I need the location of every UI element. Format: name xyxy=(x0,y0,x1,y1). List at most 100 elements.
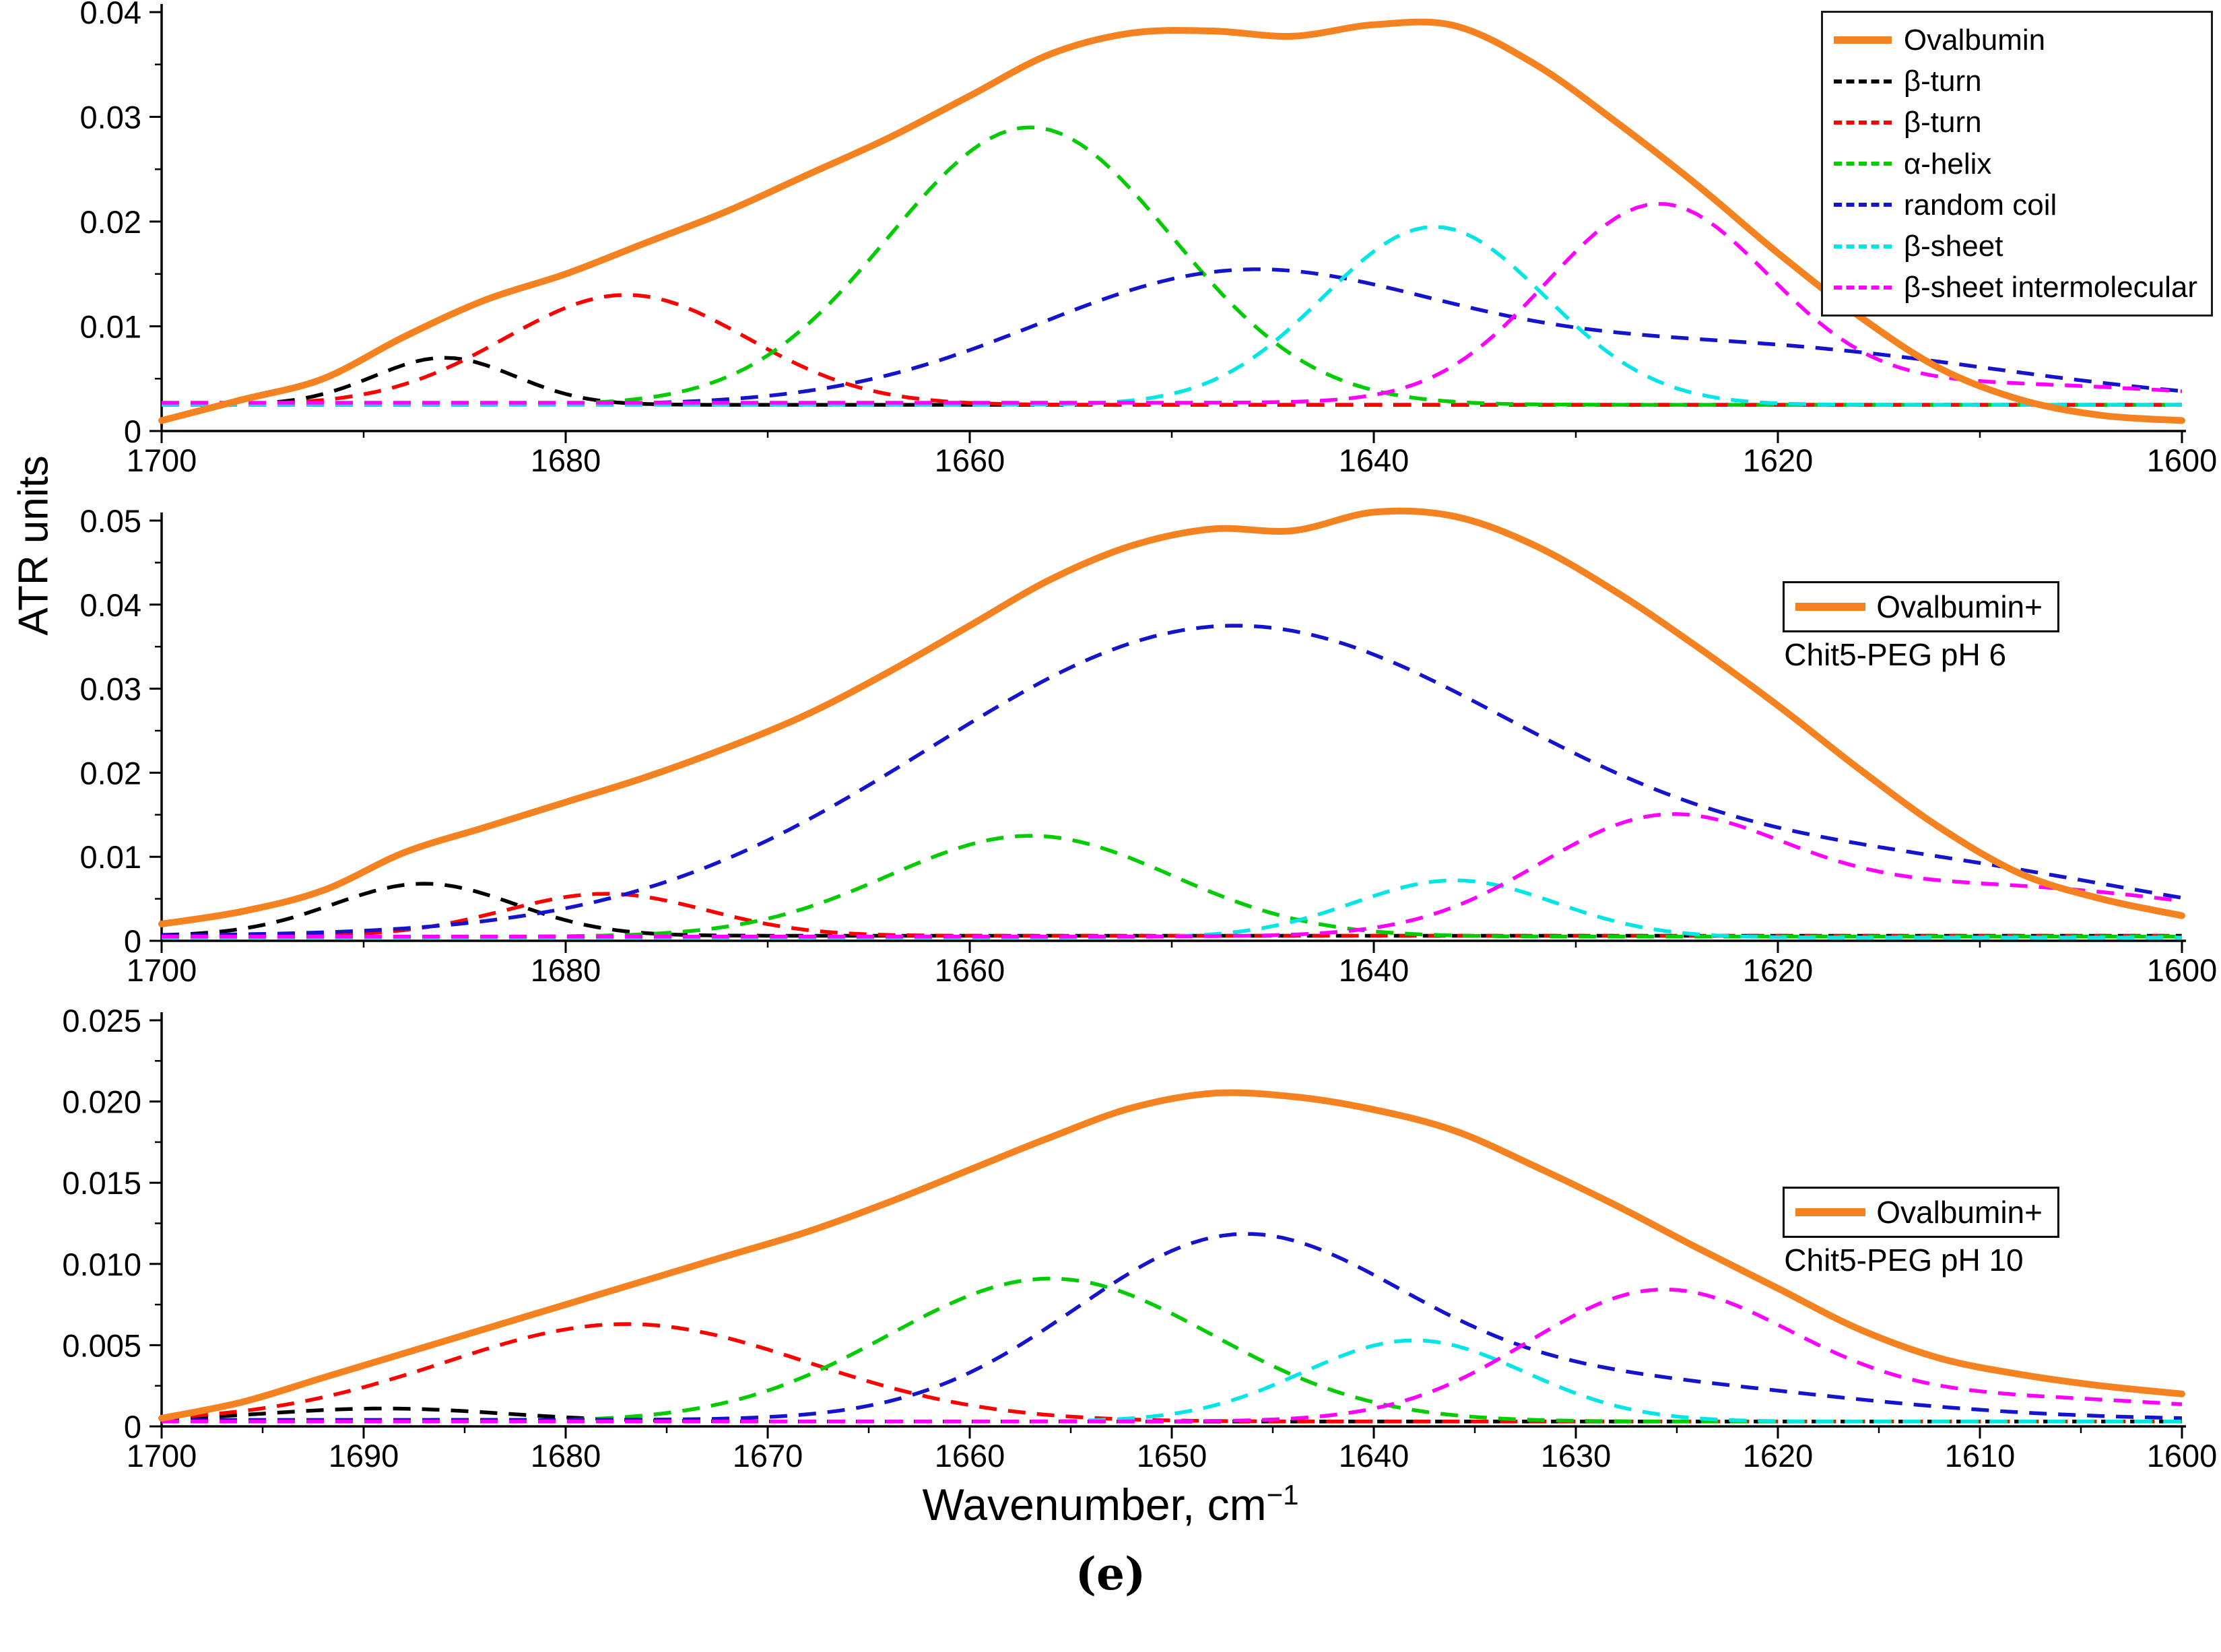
curve-α-helix xyxy=(162,1276,2182,1424)
x-tick-label: 1640 xyxy=(1339,442,1410,478)
y-tick-label: 0 xyxy=(124,1409,141,1445)
x-tick-label: 1600 xyxy=(2147,952,2218,988)
legend-item: random coil xyxy=(1833,186,2197,224)
legend-ph6-line-label: Ovalbumin+ xyxy=(1876,589,2043,624)
curve-β-turn xyxy=(161,882,2182,938)
x-axis-label: Wavenumber, cm−1 xyxy=(0,1479,2221,1530)
y-tick-label: 0.03 xyxy=(80,100,141,135)
x-tick-label: 1680 xyxy=(531,952,601,988)
legend-label: β-turn xyxy=(1903,106,1982,139)
x-tick-label: 1700 xyxy=(127,952,197,988)
x-tick-label: 1600 xyxy=(2147,442,2218,478)
x-tick-label: 1660 xyxy=(935,442,1005,478)
legend-item: Ovalbumin xyxy=(1833,21,2197,59)
panel-chit5-peg-ph10: 0 0.005 0.010 0.015 0.020 0.025 1700 1690 1680 16… xyxy=(0,1003,2221,1488)
y-tick-label: 0.02 xyxy=(80,755,141,791)
y-tick-label: 0.025 xyxy=(62,1003,141,1038)
solid-line-swatch xyxy=(1833,36,1892,44)
x-tick-label: 1660 xyxy=(935,952,1005,988)
x-tick-label: 1690 xyxy=(329,1438,399,1474)
legend-ph6-sub-label: Chit5-PEG pH 6 xyxy=(1784,637,2007,672)
x-tick-label: 1620 xyxy=(1743,952,1814,988)
x-tick-label: 1660 xyxy=(935,1438,1005,1474)
curve-β-sheet xyxy=(162,878,2182,939)
legend-ovalbumin: Ovalbumin β-turn β-turn α-helix random coil β… xyxy=(1820,11,2213,317)
legend-item: β-sheet xyxy=(1833,227,2197,265)
chart-svg-ovalbumin: 0 0.01 0.02 0.03 0.04 1700 1680 1660 1640 1620 160… xyxy=(80,0,2218,478)
ovalbumin-line-swatch xyxy=(1795,1208,1866,1216)
x-tick-label: 1700 xyxy=(127,1438,197,1474)
y-tick-label: 0.020 xyxy=(62,1084,141,1120)
y-axis-label: ATR units xyxy=(10,455,58,636)
legend-ph10-line-label: Ovalbumin+ xyxy=(1876,1195,2043,1230)
y-tick-label: 0.03 xyxy=(80,671,141,707)
curve-α-helix xyxy=(162,834,2182,939)
panel-chit5-peg-ph6: 0 0.01 0.02 0.03 0.04 0.05 1700 1680 1660 1640 162… xyxy=(0,502,2221,1003)
y-tick-label: 0.005 xyxy=(62,1327,141,1363)
x-tick-label: 1620 xyxy=(1743,1438,1814,1474)
curve-random coil xyxy=(162,1232,2183,1422)
figure-caption: (e) xyxy=(1075,1548,1146,1600)
curve-α-helix xyxy=(162,125,2182,407)
chart-svg-ph6: 0 0.01 0.02 0.03 0.04 0.05 1700 1680 1660 1640 162… xyxy=(80,503,2218,988)
x-tick-label: 1680 xyxy=(531,1438,601,1474)
x-tick-label: 1610 xyxy=(1945,1438,2016,1474)
y-tick-label: 0.01 xyxy=(80,309,141,345)
dashed-line-swatch xyxy=(1833,79,1892,84)
x-tick-label: 1620 xyxy=(1743,442,1814,478)
legend-label: random coil xyxy=(1903,188,2057,222)
legend-label: α-helix xyxy=(1903,147,1992,180)
ovalbumin-line-swatch xyxy=(1795,603,1866,611)
x-tick-label: 1600 xyxy=(2147,1438,2218,1474)
x-axis-label-exponent: −1 xyxy=(1266,1479,1299,1511)
y-tick-label: 0 xyxy=(124,923,141,959)
legend-ph6: Ovalbumin+ Chit5-PEG pH 6 xyxy=(1783,581,2059,673)
dashed-line-swatch xyxy=(1833,244,1892,249)
legend-ph10-sub-label: Chit5-PEG pH 10 xyxy=(1784,1243,2024,1278)
legend-label: β-turn xyxy=(1903,65,1982,98)
chart-svg-ph10: 0 0.005 0.010 0.015 0.020 0.025 1700 1690 1680 16… xyxy=(62,1003,2218,1474)
y-tick-label: 0.015 xyxy=(62,1165,141,1201)
curve-random coil xyxy=(162,267,2183,407)
x-tick-label: 1650 xyxy=(1137,1438,1207,1474)
x-tick-label: 1640 xyxy=(1339,1438,1410,1474)
dashed-line-swatch xyxy=(1833,120,1892,125)
y-tick-label: 0.04 xyxy=(80,587,141,623)
curve-β-sheet intermolecular xyxy=(162,1287,2183,1424)
legend-item: β-turn xyxy=(1833,62,2197,100)
curve-Ovalbumin xyxy=(158,507,2185,927)
y-tick-label: 0.04 xyxy=(80,0,141,30)
x-tick-label: 1630 xyxy=(1541,1438,1612,1474)
x-axis-label-text: Wavenumber, cm xyxy=(922,1480,1267,1529)
y-tick-label: 0.01 xyxy=(80,839,141,875)
curve-β-sheet xyxy=(162,1338,2182,1424)
curve-β-sheet intermolecular xyxy=(162,201,2183,405)
x-tick-label: 1670 xyxy=(733,1438,803,1474)
curve-random coil xyxy=(161,624,2183,937)
y-tick-label: 0.05 xyxy=(80,503,141,539)
legend-label: β-sheet intermolecular xyxy=(1903,271,2197,304)
legend-ph10-row: Ovalbumin+ xyxy=(1783,1187,2059,1238)
y-tick-label: 0.02 xyxy=(80,204,141,240)
panel-ovalbumin: 0 0.01 0.02 0.03 0.04 1700 1680 1660 1640 1620 160… xyxy=(0,0,2221,502)
x-tick-label: 1640 xyxy=(1339,952,1410,988)
y-tick-label: 0 xyxy=(124,414,141,449)
curve-β-sheet intermolecular xyxy=(162,812,2183,939)
y-axis-label-text: ATR units xyxy=(10,455,57,636)
legend-label: β-sheet xyxy=(1903,229,2003,263)
curve-β-turn xyxy=(162,356,2182,407)
legend-label: Ovalbumin xyxy=(1903,24,2046,57)
curve-Ovalbumin xyxy=(158,1089,2185,1422)
legend-ph6-row: Ovalbumin+ xyxy=(1783,581,2059,632)
legend-item: α-helix xyxy=(1833,145,2197,183)
legend-ph10: Ovalbumin+ Chit5-PEG pH 10 xyxy=(1783,1187,2059,1278)
dashed-line-swatch xyxy=(1833,285,1892,290)
dashed-line-swatch xyxy=(1833,162,1892,166)
dashed-line-swatch xyxy=(1833,203,1892,207)
x-tick-label: 1700 xyxy=(127,442,197,478)
curve-β-turn xyxy=(162,892,2182,938)
x-tick-label: 1680 xyxy=(531,442,601,478)
legend-item: β-sheet intermolecular xyxy=(1833,268,2197,306)
legend-item: β-turn xyxy=(1833,103,2197,141)
